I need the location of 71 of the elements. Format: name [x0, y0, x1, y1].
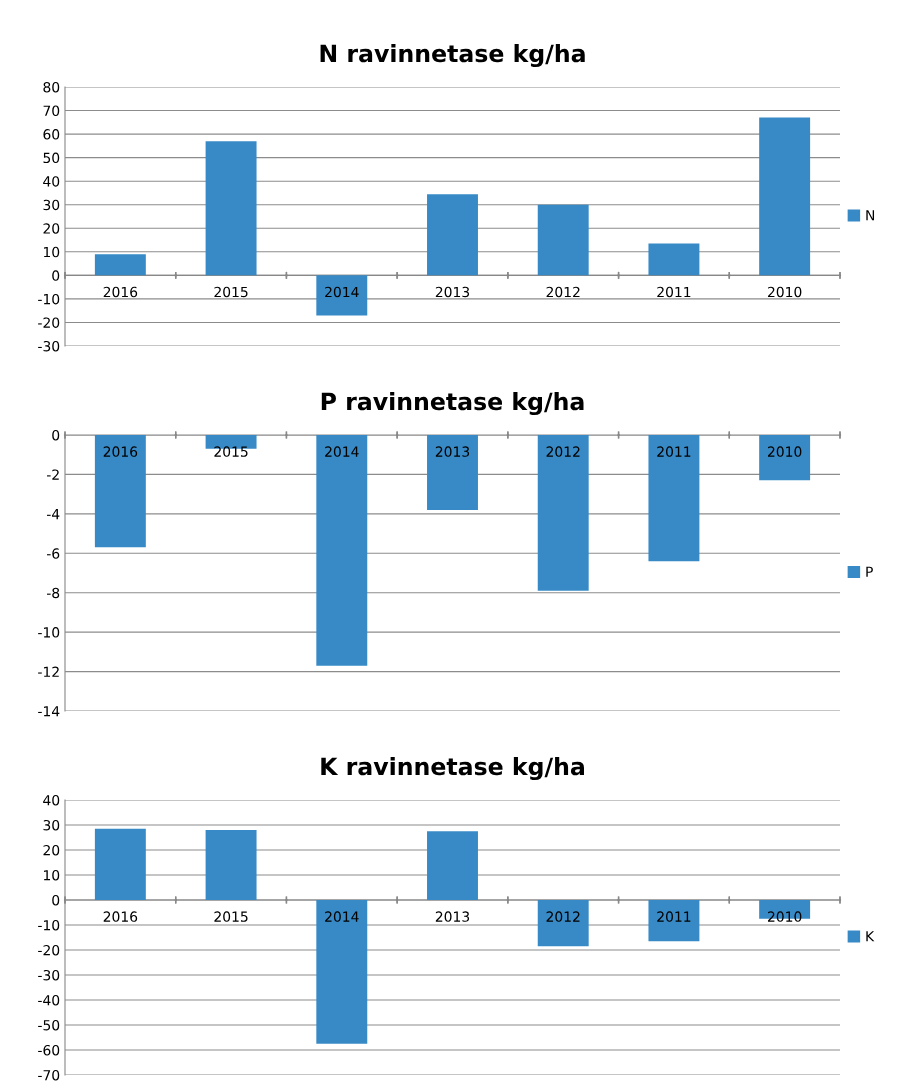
y-tick-label: 60	[43, 129, 60, 140]
legend-label: P	[866, 566, 873, 577]
y-tick-label: 70	[43, 105, 60, 117]
x-tick-label: 2014	[325, 446, 359, 457]
y-tick-label: 30	[43, 819, 60, 831]
legend-label: K	[866, 931, 875, 942]
y-tick-label: -14	[38, 706, 60, 717]
y-tick-label: -6	[46, 548, 60, 559]
x-tick-label: 2013	[435, 286, 470, 298]
y-tick-label: -2	[46, 469, 59, 480]
bar	[94, 828, 146, 900]
y-tick-label: -70	[38, 1069, 60, 1081]
y-tick-label: 0	[52, 429, 60, 441]
y-tick-label: -10	[38, 627, 60, 638]
chart-title: P ravinnetase kg/ha	[321, 392, 584, 416]
x-tick-label: 2013	[435, 911, 470, 922]
y-tick-label: -30	[38, 969, 60, 981]
y-tick-label: 80	[43, 81, 60, 93]
bar	[427, 194, 478, 276]
x-tick-label: 2010	[767, 286, 802, 298]
bar	[648, 900, 700, 942]
bar	[537, 900, 589, 947]
y-tick-label: -10	[38, 293, 60, 305]
x-tick-label: 2010	[767, 446, 802, 457]
x-tick-label: 2011	[657, 286, 691, 298]
x-tick-label: 2015	[214, 911, 248, 922]
y-tick-label: 0	[52, 894, 60, 906]
y-tick-label: 10	[43, 246, 60, 258]
y-tick-label: 40	[43, 794, 60, 806]
y-tick-label: 50	[43, 152, 60, 164]
y-tick-label: -4	[46, 509, 60, 520]
y-tick-label: -8	[46, 587, 60, 599]
y-tick-label: 20	[43, 844, 60, 856]
x-tick-label: 2011	[657, 911, 691, 922]
x-tick-label: 2016	[103, 446, 138, 457]
y-tick-label: 20	[43, 223, 60, 234]
y-tick-label: 10	[43, 869, 60, 881]
bar	[537, 204, 589, 276]
x-tick-label: 2011	[657, 446, 691, 457]
x-tick-label: 2016	[103, 911, 138, 922]
bar	[205, 141, 257, 276]
x-tick-label: 2015	[214, 286, 248, 298]
y-tick-label: 40	[43, 176, 60, 187]
x-tick-label: 2016	[103, 286, 138, 298]
x-tick-label: 2012	[546, 446, 580, 457]
x-tick-label: 2014	[325, 286, 359, 298]
bar	[316, 900, 368, 1044]
bar	[316, 275, 368, 316]
bar	[94, 254, 146, 276]
y-tick-label: -10	[38, 919, 60, 931]
chart-title: N ravinnetase kg/ha	[320, 44, 585, 68]
y-tick-label: -20	[38, 317, 60, 328]
y-tick-label: -12	[38, 666, 59, 677]
x-tick-label: 2013	[435, 446, 470, 457]
x-tick-label: 2014	[325, 911, 359, 922]
x-tick-label: 2012	[546, 286, 580, 298]
y-tick-label: -40	[38, 994, 60, 1006]
y-tick-label: -60	[38, 1044, 60, 1056]
chart-title: K ravinnetase kg/ha	[321, 757, 584, 781]
y-tick-label: 30	[43, 199, 60, 211]
x-tick-label: 2012	[546, 911, 580, 922]
legend-label: N	[866, 210, 875, 221]
x-tick-label: 2015	[214, 446, 248, 457]
y-tick-label: -30	[38, 340, 60, 352]
y-tick-label: -50	[38, 1019, 60, 1031]
y-tick-label: 0	[52, 270, 60, 281]
y-tick-label: -20	[38, 944, 60, 956]
bar	[648, 243, 700, 276]
bar	[205, 830, 257, 900]
bar	[427, 831, 478, 900]
bar	[759, 117, 811, 276]
